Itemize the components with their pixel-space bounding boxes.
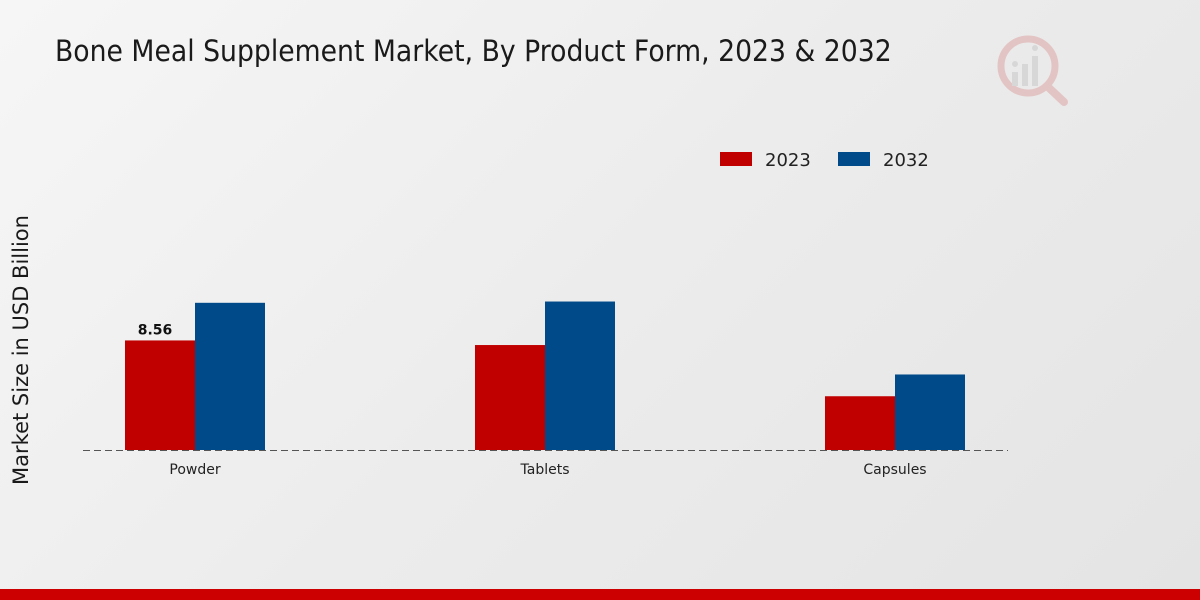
market-research-logo-icon — [997, 35, 1068, 106]
data-label: 8.56 — [138, 322, 173, 338]
bar-2032-powder — [195, 302, 265, 450]
legend-label-2032: 2032 — [883, 150, 929, 171]
chart-title: Bone Meal Supplement Market, By Product … — [55, 34, 892, 68]
legend-label-2023: 2023 — [765, 150, 811, 171]
bar-2023-tablets — [475, 345, 545, 450]
bar-2023-powder — [125, 340, 195, 450]
bar-2032-capsules — [895, 374, 965, 450]
x-tick-label: Tablets — [520, 462, 570, 478]
x-tick-label: Capsules — [863, 462, 926, 478]
legend-swatch-2023 — [720, 152, 752, 166]
legend-swatch-2032 — [838, 152, 870, 166]
bar-2023-capsules — [825, 396, 895, 450]
x-tick-label: Powder — [169, 462, 220, 478]
y-axis-label: Market Size in USD Billion — [9, 215, 33, 485]
footer-accent-bar — [0, 589, 1200, 600]
bar-2032-tablets — [545, 301, 615, 450]
